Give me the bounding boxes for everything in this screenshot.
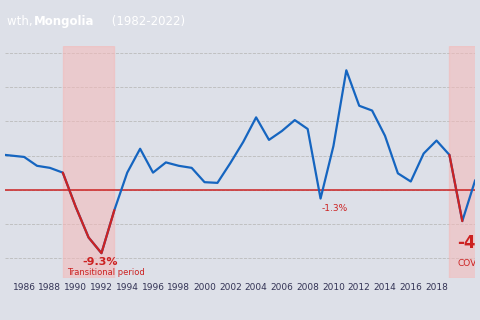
Text: wth,: wth, [7, 15, 36, 28]
Text: -1.3%: -1.3% [322, 204, 348, 213]
Text: -9.3%: -9.3% [82, 257, 118, 267]
Text: (1982-2022): (1982-2022) [108, 15, 185, 28]
Text: -4.6: -4.6 [457, 234, 480, 252]
Text: Mongolia: Mongolia [34, 15, 94, 28]
Text: Transitional period: Transitional period [67, 268, 144, 277]
Text: COVID: COVID [457, 259, 480, 268]
Bar [63, 46, 114, 278]
Bar [449, 46, 480, 278]
